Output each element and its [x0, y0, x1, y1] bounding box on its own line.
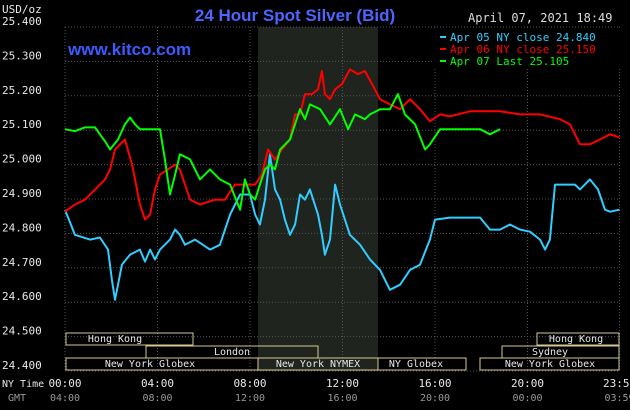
session-label: New York Globex — [505, 359, 595, 370]
y-tick-label: 24.400 — [2, 359, 42, 372]
timestamp: April 07, 2021 18:49 — [468, 11, 613, 25]
x-tick-label: 00:00 — [48, 377, 81, 390]
x2-tick-label: 08:00 — [142, 393, 172, 404]
series-line — [64, 153, 620, 301]
x2-tick-label: 16:00 — [327, 393, 357, 404]
y-tick-label: 24.900 — [2, 187, 42, 200]
x2-tick-label: 03:59 — [604, 393, 630, 404]
session-label: New York NYMEX — [276, 359, 360, 370]
legend-label: Apr 07 Last 25.105 — [450, 55, 569, 68]
x-axis-label: NY Time — [2, 379, 44, 390]
x2-tick-label: 00:00 — [512, 393, 542, 404]
session-box — [377, 357, 467, 371]
y-tick-label: 24.600 — [2, 290, 42, 303]
x2-tick-label: 04:00 — [50, 393, 80, 404]
series-line — [64, 93, 501, 211]
y-tick-label: 25.200 — [2, 84, 42, 97]
x-tick-label: 08:00 — [233, 377, 266, 390]
session-label: Hong Kong — [549, 334, 603, 345]
session-box — [479, 357, 620, 371]
source: www.kitco.com — [67, 40, 191, 59]
x-tick-label: 20:00 — [511, 377, 544, 390]
chart-title: 24 Hour Spot Silver (Bid) — [195, 6, 395, 25]
session-label: Hong Kong — [88, 334, 142, 345]
unit-label: USD/oz — [2, 3, 42, 16]
x2-tick-label: 12:00 — [235, 393, 265, 404]
x-tick-label: 16:00 — [418, 377, 451, 390]
session-label: Sydney — [532, 347, 568, 358]
sessions: Hong Kong London New York Globex New Yor… — [65, 332, 620, 371]
y-tick-label: 25.000 — [2, 153, 42, 166]
x-tick-label: 12:00 — [326, 377, 359, 390]
x2-axis-label: GMT — [8, 393, 26, 404]
session-box — [65, 332, 194, 346]
session-box — [536, 332, 620, 346]
x-tick-label: 23:59 — [603, 377, 630, 390]
legend-label: Apr 06 NY close 25.150 — [450, 43, 596, 56]
y-tick-label: 24.800 — [2, 221, 42, 234]
series-line — [64, 68, 620, 221]
legend-box — [434, 28, 620, 68]
legend-label: Apr 05 NY close 24.840 — [450, 31, 596, 44]
x-tick-label: 04:00 — [141, 377, 174, 390]
session-label: London — [214, 347, 250, 358]
y-tick-label: 24.500 — [2, 325, 42, 338]
session-label: NY Globex — [389, 359, 443, 370]
y-tick-label: 25.100 — [2, 118, 42, 131]
lines — [64, 68, 620, 301]
grid — [64, 26, 621, 372]
x2-tick-label: 20:00 — [420, 393, 450, 404]
y-tick-label: 25.300 — [2, 49, 42, 62]
y-tick-label: 25.400 — [2, 15, 42, 28]
session-label: New York Globex — [105, 359, 195, 370]
y-tick-label: 24.700 — [2, 256, 42, 269]
